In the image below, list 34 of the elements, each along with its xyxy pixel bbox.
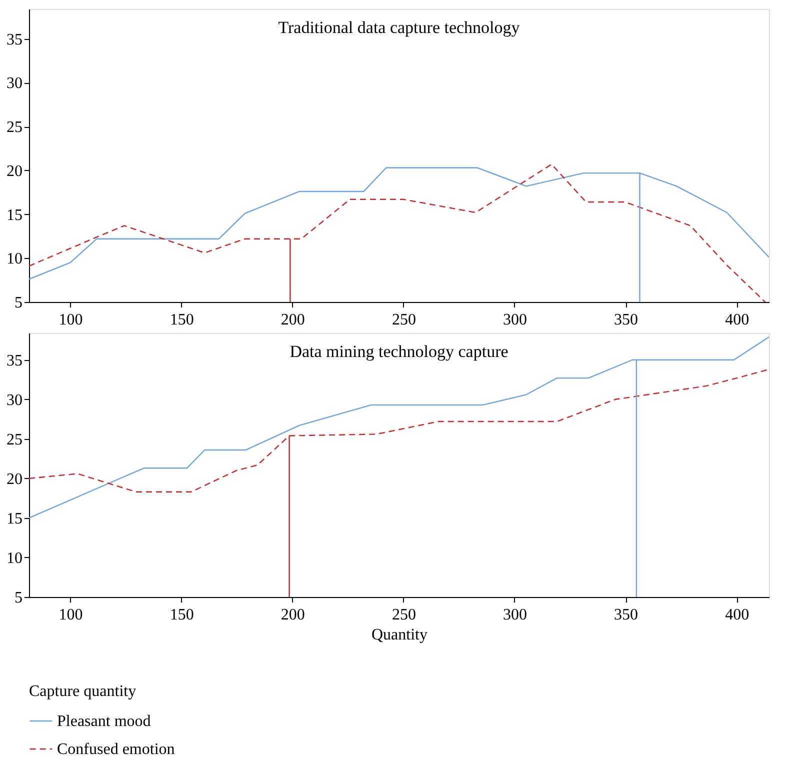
x-tick-label: 200 <box>280 312 305 328</box>
y-tick-label: 15 <box>6 206 22 224</box>
legend-title: Capture quantity <box>29 683 136 700</box>
y-tick-label: 35 <box>6 352 22 370</box>
y-tick-label: 25 <box>6 431 22 448</box>
text: Traditional data capture technology <box>278 18 520 37</box>
y-tick-label: 35 <box>6 31 22 48</box>
y-tick-label: 30 <box>6 75 22 92</box>
legend-label: Confused emotion <box>57 741 175 758</box>
x-tick-label: 300 <box>502 312 527 328</box>
y-tick-label: 20 <box>6 162 22 180</box>
x-tick-label: 400 <box>725 312 750 328</box>
x-axis-title: Quantity <box>372 626 428 644</box>
legend-label: Pleasant mood <box>57 713 151 730</box>
y-tick-label: 10 <box>6 250 22 268</box>
x-tick-label: 100 <box>58 312 83 328</box>
y-tick-label: 10 <box>6 550 22 567</box>
x-tick-label: 250 <box>392 312 416 328</box>
x-tick-label: 100 <box>58 606 83 624</box>
x-tick-label: 150 <box>170 312 194 328</box>
x-tick-label: 150 <box>170 606 194 624</box>
x-tick-label: 300 <box>502 606 527 624</box>
x-tick-label: 200 <box>280 606 305 624</box>
y-tick-label: 15 <box>6 510 22 528</box>
x-tick-label: 350 <box>614 606 638 624</box>
y-tick-label: 30 <box>6 392 22 409</box>
x-tick-label: 250 <box>392 606 416 624</box>
y-tick-label: 5 <box>14 590 22 606</box>
x-tick-label: 400 <box>725 606 750 624</box>
y-tick-label: 25 <box>6 119 22 136</box>
x-tick-label: 350 <box>614 312 638 328</box>
y-tick-label: 5 <box>14 294 22 312</box>
y-tick-label: 20 <box>6 470 22 488</box>
text: Data mining technology capture <box>290 342 508 361</box>
